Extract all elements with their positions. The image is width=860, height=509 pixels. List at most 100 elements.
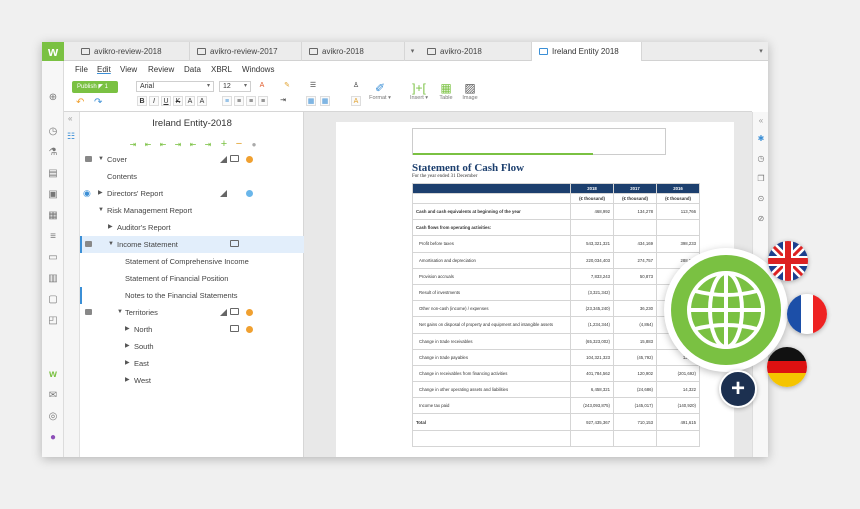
tag-icon[interactable]: ◰	[48, 315, 58, 326]
promote-icon[interactable]: ⇤	[159, 140, 167, 149]
flag-uk-icon[interactable]	[768, 241, 808, 281]
menu-windows[interactable]: Windows	[242, 65, 275, 74]
flag-france-icon[interactable]	[787, 294, 827, 334]
brand-w-icon[interactable]: w	[49, 369, 57, 380]
outline-node-territories[interactable]: ▼ Territories	[80, 304, 304, 321]
move-left-icon[interactable]: ⇤	[144, 140, 152, 149]
tab-avikro-review-2018[interactable]: avikro-review-2018	[74, 42, 190, 61]
align-left-icon[interactable]: ≡	[222, 96, 232, 106]
folder-icon[interactable]: ▭	[48, 252, 58, 263]
tab-ireland-entity-2018[interactable]: Ireland Entity 2018	[532, 42, 642, 61]
remove-section-icon[interactable]: −	[235, 138, 243, 150]
cash-flow-table[interactable]: 2018 2017 2016 (€ thousand) (€ thousand)…	[412, 183, 700, 447]
undo-icon[interactable]: ↶	[76, 97, 85, 108]
add-icon[interactable]: ⊕	[48, 92, 58, 103]
mail-icon[interactable]: ✉	[48, 390, 58, 401]
clock-icon[interactable]: ◷	[48, 126, 58, 137]
highlight-icon[interactable]: ✎	[284, 82, 290, 89]
table-row[interactable]: Cash flows from operating activities:	[412, 219, 700, 237]
styles-icon[interactable]: A	[351, 96, 361, 106]
expand-icon[interactable]: ▶	[125, 377, 130, 383]
publish-button[interactable]: Publish ◤ 1	[72, 81, 118, 93]
table-row[interactable]: Result of investments (3,321,342)	[412, 283, 700, 302]
expand-icon[interactable]: ▼	[117, 309, 123, 315]
add-section-icon[interactable]: +	[220, 138, 228, 150]
flask-icon[interactable]: ⚗	[48, 147, 58, 158]
table-row[interactable]: Change in other operating assets and lia…	[412, 381, 700, 399]
demote-icon[interactable]: ⇥	[174, 140, 182, 149]
expand-icon[interactable]: ▼	[98, 156, 104, 162]
expand-icon[interactable]: ▶	[108, 224, 113, 230]
table-row[interactable]: Net gains on disposal of property and eq…	[412, 316, 700, 334]
image-button[interactable]: ▨ Image	[458, 81, 482, 101]
collapse-icon[interactable]: «	[758, 116, 764, 125]
expand-icon[interactable]: ▼	[108, 241, 114, 247]
outline-node-contents[interactable]: Contents	[107, 172, 138, 181]
menu-view[interactable]: View	[120, 65, 138, 74]
table-row-empty[interactable]	[412, 429, 700, 447]
list-icon[interactable]: ☰	[309, 82, 317, 89]
underline-icon[interactable]: U	[161, 96, 171, 106]
comment-icon[interactable]	[230, 155, 239, 162]
superscript-icon[interactable]: A	[185, 96, 195, 106]
outline-node-north[interactable]: ▶ North	[80, 321, 304, 338]
outline-node-income-statement[interactable]: ▼ Income Statement	[80, 236, 304, 253]
insert-button[interactable]: ]+[Insert ▾	[406, 81, 432, 101]
comment-icon[interactable]	[230, 240, 239, 247]
table-row[interactable]: Other non-cash (income) / expenses (23,34…	[412, 300, 700, 318]
table-row[interactable]: Change in receivables from financing act…	[412, 364, 700, 383]
form-icon[interactable]: ▥	[48, 273, 58, 284]
outline-node-risk-management[interactable]: ▼ Risk Management Report	[80, 202, 304, 219]
help-icon[interactable]: ●	[49, 432, 57, 443]
table-row[interactable]: Change in trade payables 104,321,323 (45,7…	[412, 348, 700, 366]
outline-node-directors-report[interactable]: ◉ ▶ Directors' Report	[80, 185, 304, 202]
flag-germany-icon[interactable]	[767, 347, 807, 387]
add-language-button[interactable]: +	[719, 370, 757, 408]
align-right-icon[interactable]: ≡	[246, 96, 256, 106]
table-row[interactable]: Amortisation and depreciation 220,034,403…	[412, 251, 700, 269]
gear-icon[interactable]: ✱	[757, 134, 765, 143]
outline-node-financial-position[interactable]: Statement of Financial Position	[125, 274, 229, 283]
layers-icon[interactable]: ▤	[48, 168, 58, 179]
table-cell-icon[interactable]: ▦	[306, 96, 316, 106]
collapse-icon[interactable]: «	[68, 114, 73, 123]
paint-icon[interactable]: ♙	[352, 82, 360, 89]
outline-node-notes[interactable]: Notes to the Financial Statements	[80, 287, 304, 304]
table-merge-icon[interactable]: ▦	[320, 96, 330, 106]
image-icon[interactable]: ▣	[48, 189, 58, 200]
tab-overflow-chevron-icon[interactable]: ▾	[410, 48, 415, 55]
tab-avikro-review-2017[interactable]: avikro-review-2017	[190, 42, 302, 61]
comment-icon[interactable]	[230, 308, 239, 315]
table-row[interactable]: Change in trade receivables (65,323,002) 1…	[412, 332, 700, 350]
header-placeholder[interactable]	[412, 128, 666, 155]
outline-node-comprehensive-income[interactable]: Statement of Comprehensive Income	[125, 257, 249, 266]
menu-edit[interactable]: Edit	[97, 65, 111, 74]
table-row[interactable]: Income tax paid (243,093,875) (145,017) (14…	[412, 397, 700, 415]
user-icon[interactable]: ◎	[48, 411, 58, 422]
table-row[interactable]: Cash and cash equivalents at beginning o…	[412, 202, 700, 221]
expand-icon[interactable]: ▶	[125, 360, 130, 366]
font-size-select[interactable]: 12 ▾	[219, 81, 251, 92]
indent-right-icon[interactable]: ⇥	[204, 140, 212, 149]
align-center-icon[interactable]: ≡	[234, 96, 244, 106]
font-family-select[interactable]: Arial ▾	[136, 81, 214, 92]
indent-left-icon[interactable]: ⇤	[189, 140, 197, 149]
menu-file[interactable]: File	[75, 65, 88, 74]
expand-icon[interactable]: ▶	[125, 326, 130, 332]
chat-icon[interactable]: ▢	[48, 294, 58, 305]
menu-review[interactable]: Review	[148, 65, 175, 74]
tab-avikro-2018-b[interactable]: avikro-2018	[420, 42, 532, 61]
subscript-icon[interactable]: A	[197, 96, 207, 106]
outline-node-auditors-report[interactable]: ▶ Auditor's Report	[80, 219, 304, 236]
menu-data[interactable]: Data	[184, 65, 201, 74]
table-row[interactable]: Profit before taxes 543,321,321 434,169 398…	[412, 235, 700, 253]
indent-icon[interactable]: ⇥	[280, 97, 286, 104]
expand-icon[interactable]: ▶	[125, 343, 130, 349]
copy-icon[interactable]: ❐	[757, 174, 765, 183]
table-button[interactable]: ▦ Table	[434, 81, 458, 101]
database-icon[interactable]: ≡	[50, 231, 56, 242]
outline-tree-icon[interactable]: ☷	[67, 131, 76, 141]
history-icon[interactable]: ◷	[757, 154, 765, 163]
settings-circle-icon[interactable]: ●	[251, 140, 257, 149]
